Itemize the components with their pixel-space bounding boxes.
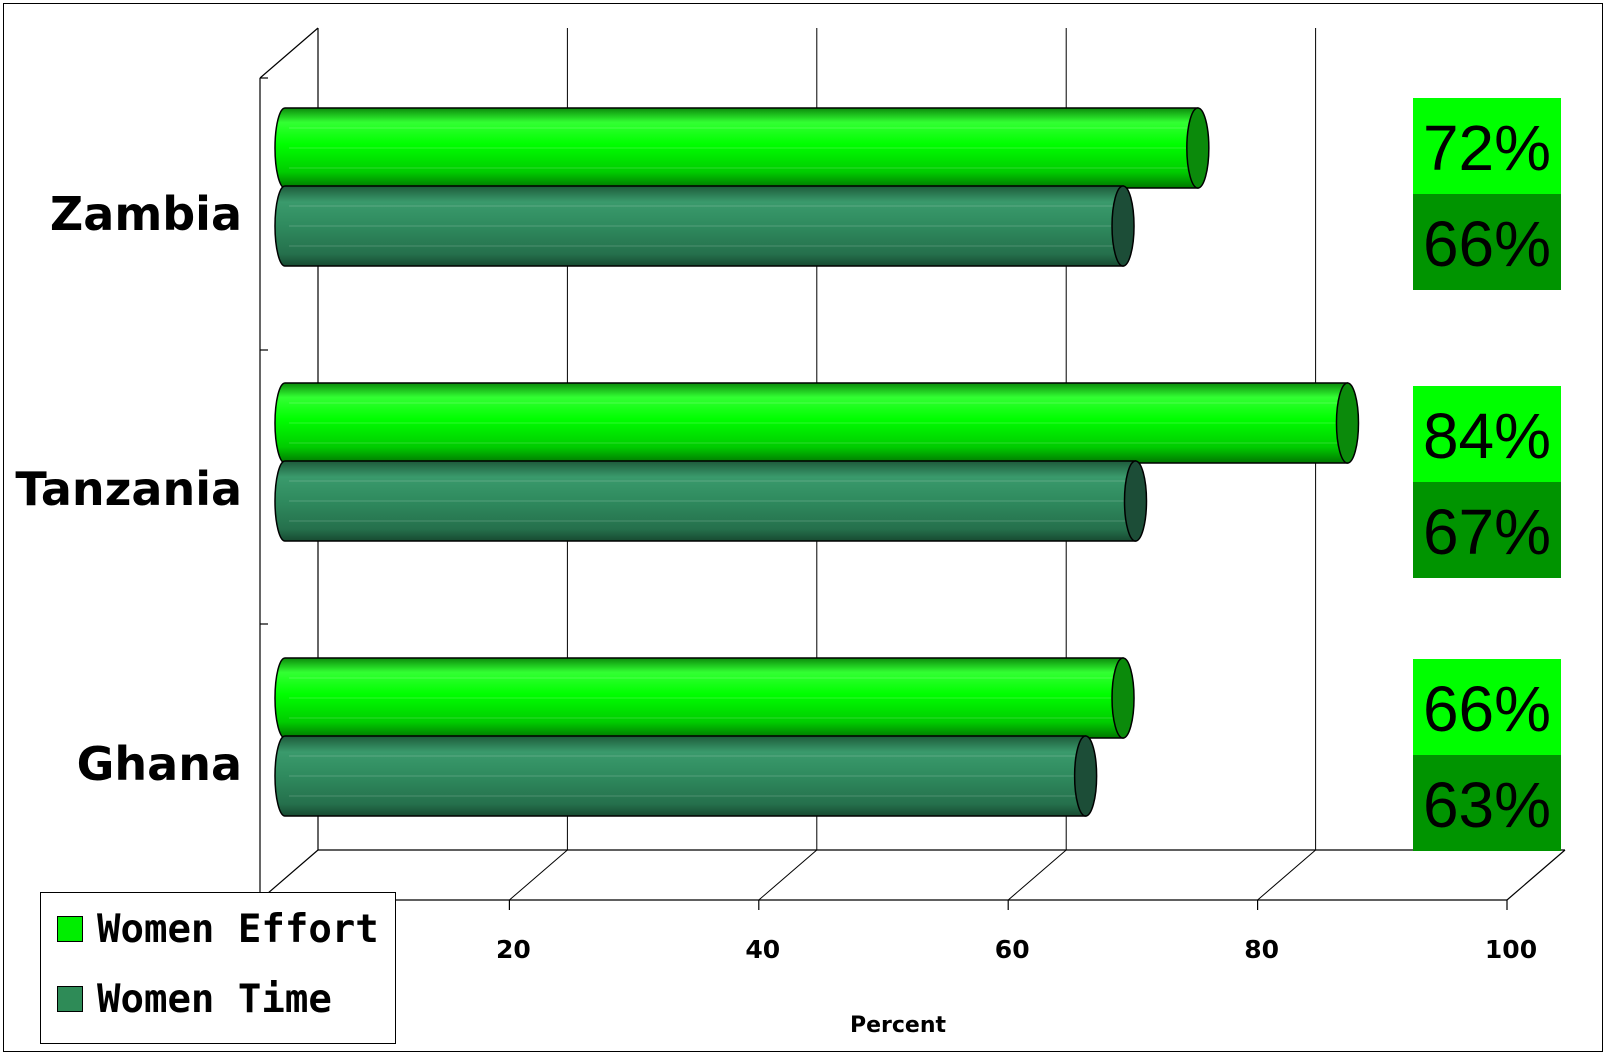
bar-end-cap [1111,185,1135,267]
x-tick-label-20: 20 [496,935,531,964]
category-label-ghana: Ghana [77,737,242,791]
floor-gridline-40 [758,849,818,901]
bar-end-cap [1073,735,1098,817]
data-label-box-women-effort-ghana [1413,659,1561,755]
floor-gridline-80 [1257,849,1316,901]
bar-body [274,185,1124,267]
floor-gridline-20 [509,849,568,901]
bar-women-effort-tanzania [274,382,1360,464]
bar-women-effort-zambia [274,107,1210,189]
legend-swatch-women-time [57,986,83,1012]
floor-right-depth-line [1506,849,1566,901]
data-label-box-women-time-tanzania [1413,482,1561,578]
data-label-women-effort-ghana: 66% [1423,673,1551,745]
legend-item-women-time: Women Time [57,976,332,1022]
data-label-box-women-time-zambia [1413,194,1561,290]
bar-women-time-zambia [274,185,1135,267]
bar-women-effort-ghana [274,657,1135,739]
data-label-box-women-effort-zambia [1413,98,1561,194]
x-tick-label-100: 100 [1485,935,1537,964]
data-label-women-effort-tanzania: 84% [1423,400,1551,472]
bar-women-time-ghana [274,735,1098,817]
data-label-women-effort-zambia: 72% [1423,112,1551,184]
data-label-box-women-effort-tanzania [1413,386,1561,482]
data-label-box-women-time-ghana [1413,755,1561,851]
bar-body [274,735,1087,817]
data-label-women-time-zambia: 66% [1423,208,1551,280]
floor-gridline-60 [1007,849,1067,901]
chart-frame [3,3,1603,1052]
legend-item-women-effort: Women Effort [57,906,379,952]
x-tick-label-60: 60 [995,935,1030,964]
category-label-tanzania: Tanzania [15,462,242,516]
wall-top-depth-line [259,27,319,79]
legend: Women Effort Women Time [40,892,396,1044]
bar-end-cap [1186,107,1210,189]
x-tick-label-40: 40 [745,935,780,964]
data-label-women-time-ghana: 63% [1423,769,1551,841]
bar-end-cap [1111,657,1135,739]
legend-label-women-time: Women Time [97,976,332,1022]
bar-women-time-tanzania [274,460,1148,542]
legend-swatch-women-effort [57,916,83,942]
bar-end-cap [1123,460,1148,542]
legend-label-women-effort: Women Effort [97,906,379,952]
x-tick-label-80: 80 [1244,935,1279,964]
data-label-women-time-tanzania: 67% [1423,496,1551,568]
bar-body [274,460,1137,542]
category-label-zambia: Zambia [50,187,242,241]
x-axis-title: Percent [850,1013,947,1038]
bar-end-cap [1335,382,1360,464]
floor-left-depth-line [259,849,319,901]
